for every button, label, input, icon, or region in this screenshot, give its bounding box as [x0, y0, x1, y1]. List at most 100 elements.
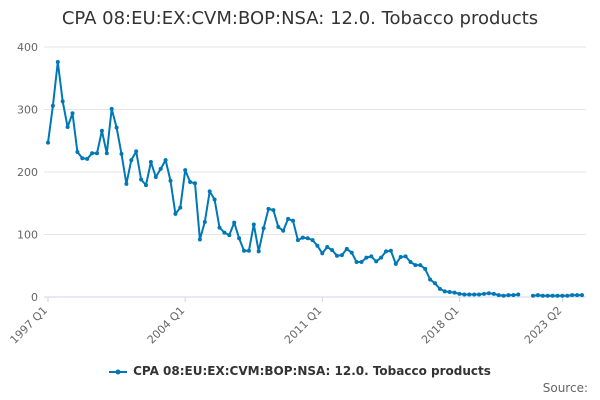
data-point[interactable]	[310, 238, 315, 243]
data-point[interactable]	[570, 293, 575, 298]
data-point[interactable]	[158, 166, 163, 171]
data-point[interactable]	[393, 261, 398, 266]
data-point[interactable]	[139, 177, 144, 182]
data-point[interactable]	[202, 220, 207, 224]
data-point[interactable]	[237, 236, 242, 241]
data-point[interactable]	[447, 290, 452, 294]
data-point[interactable]	[501, 293, 506, 298]
data-point[interactable]	[212, 197, 217, 202]
data-point[interactable]	[178, 205, 183, 210]
data-point[interactable]	[540, 293, 545, 298]
data-point[interactable]	[486, 291, 491, 296]
data-point[interactable]	[173, 211, 178, 216]
data-point[interactable]	[281, 228, 286, 233]
data-point[interactable]	[197, 237, 202, 242]
data-point[interactable]	[462, 292, 467, 297]
data-point[interactable]	[472, 292, 477, 297]
data-point[interactable]	[482, 291, 486, 296]
data-point[interactable]	[565, 293, 570, 298]
data-point[interactable]	[437, 286, 442, 291]
data-point[interactable]	[535, 293, 540, 298]
data-point[interactable]	[477, 292, 482, 297]
legend[interactable]: CPA 08:EU:EX:CVM:BOP:NSA: 12.0. Tobacco …	[0, 364, 600, 378]
data-point[interactable]	[193, 181, 197, 186]
data-point[interactable]	[349, 250, 354, 255]
data-point[interactable]	[90, 151, 95, 156]
data-point[interactable]	[457, 291, 462, 296]
data-point[interactable]	[222, 230, 227, 235]
data-point[interactable]	[109, 106, 114, 111]
data-point[interactable]	[256, 249, 261, 254]
data-point[interactable]	[246, 248, 251, 253]
data-point[interactable]	[428, 277, 433, 282]
data-point[interactable]	[85, 156, 90, 161]
data-point[interactable]	[516, 292, 521, 297]
data-point[interactable]	[550, 293, 555, 298]
data-point[interactable]	[266, 206, 271, 211]
data-point[interactable]	[183, 168, 188, 173]
data-point[interactable]	[153, 175, 158, 179]
data-point[interactable]	[354, 260, 359, 264]
data-point[interactable]	[359, 260, 364, 264]
data-point[interactable]	[491, 291, 496, 296]
data-point[interactable]	[295, 238, 300, 243]
data-point[interactable]	[207, 189, 212, 194]
data-point[interactable]	[344, 246, 349, 251]
data-point[interactable]	[496, 293, 501, 298]
data-point[interactable]	[114, 125, 119, 130]
data-point[interactable]	[168, 178, 173, 183]
data-point[interactable]	[232, 220, 237, 225]
data-point[interactable]	[555, 293, 560, 298]
data-point[interactable]	[413, 263, 418, 268]
data-point[interactable]	[60, 99, 65, 104]
data-point[interactable]	[374, 259, 379, 264]
data-point[interactable]	[251, 222, 256, 227]
data-point[interactable]	[364, 255, 369, 260]
data-point[interactable]	[300, 235, 305, 240]
data-point[interactable]	[65, 125, 70, 129]
data-point[interactable]	[335, 253, 339, 258]
data-point[interactable]	[124, 181, 129, 186]
data-point[interactable]	[148, 160, 153, 164]
data-point[interactable]	[50, 103, 55, 108]
data-point[interactable]	[227, 233, 232, 238]
data-point[interactable]	[369, 254, 374, 259]
data-point[interactable]	[506, 293, 511, 298]
data-point[interactable]	[320, 251, 325, 256]
data-point[interactable]	[423, 266, 428, 271]
data-point[interactable]	[104, 151, 109, 156]
data-point[interactable]	[511, 293, 516, 298]
data-point[interactable]	[286, 216, 291, 221]
data-point[interactable]	[261, 226, 266, 231]
data-point[interactable]	[70, 111, 75, 116]
data-point[interactable]	[403, 254, 408, 259]
data-point[interactable]	[291, 218, 295, 223]
data-point[interactable]	[325, 245, 330, 249]
data-point[interactable]	[442, 289, 447, 294]
data-point[interactable]	[188, 180, 193, 184]
data-point[interactable]	[55, 60, 60, 64]
data-point[interactable]	[95, 151, 99, 156]
data-point[interactable]	[379, 255, 384, 260]
data-point[interactable]	[384, 249, 388, 254]
data-point[interactable]	[129, 158, 134, 163]
data-point[interactable]	[305, 236, 310, 241]
data-point[interactable]	[418, 263, 423, 268]
data-point[interactable]	[134, 149, 139, 154]
data-point[interactable]	[339, 253, 344, 258]
data-point[interactable]	[575, 293, 580, 298]
data-point[interactable]	[330, 248, 335, 253]
data-point[interactable]	[80, 156, 85, 161]
data-point[interactable]	[452, 290, 457, 295]
data-point[interactable]	[271, 208, 276, 213]
data-point[interactable]	[46, 140, 50, 145]
data-point[interactable]	[242, 248, 246, 253]
data-point[interactable]	[545, 293, 550, 298]
data-point[interactable]	[388, 248, 393, 253]
data-point[interactable]	[467, 292, 472, 297]
data-point[interactable]	[560, 293, 565, 298]
data-point[interactable]	[531, 293, 535, 298]
data-point[interactable]	[398, 255, 403, 259]
data-point[interactable]	[144, 183, 148, 188]
data-point[interactable]	[580, 293, 584, 298]
